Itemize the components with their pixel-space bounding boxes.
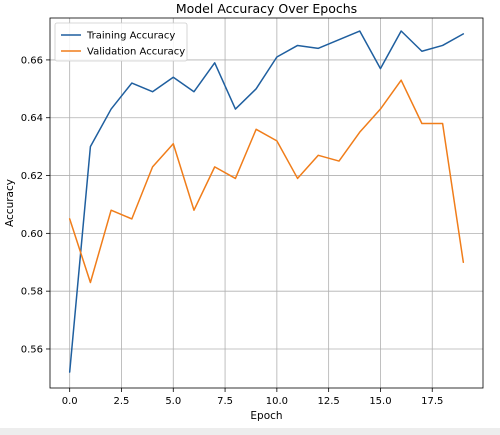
x-tick-label: 17.5 — [421, 396, 443, 407]
grid — [50, 18, 483, 388]
validation-accuracy-line — [68, 79, 465, 284]
training-accuracy-line — [68, 30, 465, 373]
x-tick-label: 15.0 — [369, 396, 391, 407]
legend-box — [54, 22, 188, 62]
y-tick-label: 0.62 — [21, 171, 43, 182]
x-tick-label: 2.5 — [114, 396, 130, 407]
y-tick-label: 0.60 — [21, 229, 43, 240]
y-tick-label: 0.56 — [21, 344, 43, 355]
y-axis-label: Accuracy — [4, 179, 16, 227]
x-tick-label: 10.0 — [266, 396, 288, 407]
plot-frame — [49, 17, 484, 389]
legend-label-training: Training Accuracy — [86, 31, 175, 42]
y-tick-label: 0.58 — [21, 287, 43, 298]
axis-ticks: 0.0 2.5 5.0 7.5 10.0 12.5 15.0 17.5 0.56 0.58 0.60… — [21, 55, 444, 407]
chart-title: Model Accuracy Over Epochs — [176, 1, 357, 16]
legend-label-validation: Validation Accuracy — [87, 47, 185, 58]
y-tick-label: 0.64 — [21, 113, 43, 124]
plot-lines — [68, 30, 465, 373]
x-tick-label: 12.5 — [318, 396, 340, 407]
x-tick-label: 5.0 — [165, 396, 181, 407]
y-tick-label: 0.66 — [21, 55, 43, 66]
x-tick-label: 0.0 — [62, 396, 78, 407]
legend: Training Accuracy Validation Accuracy — [54, 22, 188, 62]
window-bottom-strip — [0, 428, 500, 435]
x-axis-label: Epoch — [250, 410, 282, 422]
x-tick-label: 7.5 — [217, 396, 233, 407]
